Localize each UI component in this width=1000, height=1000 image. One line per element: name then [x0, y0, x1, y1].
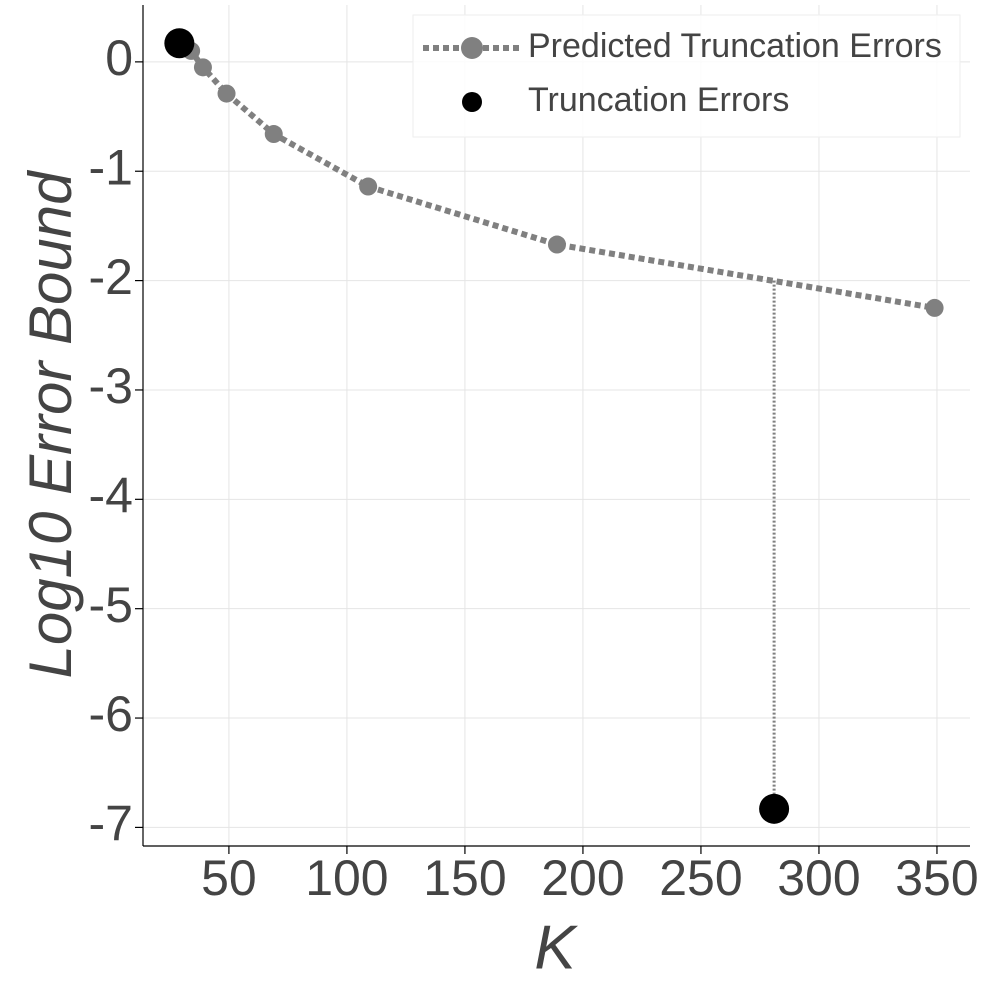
y-tick-label: -6: [89, 686, 133, 742]
x-tick-label: 150: [423, 850, 506, 906]
x-axis-label: K: [534, 913, 578, 982]
x-tick-label: 250: [659, 850, 742, 906]
y-tick-label: -2: [89, 249, 133, 305]
point: [547, 235, 566, 254]
y-tick-label: -4: [89, 468, 133, 524]
y-tick-label: -3: [89, 358, 133, 414]
y-tick-label: -5: [89, 577, 133, 633]
y-axis-label: Log10 Error Bound: [17, 170, 84, 679]
legend-marker: [461, 37, 483, 59]
point: [217, 84, 236, 103]
x-tick-label: 50: [201, 850, 257, 906]
x-tick-label: 100: [305, 850, 388, 906]
x-tick-label: 200: [541, 850, 624, 906]
point: [759, 793, 790, 824]
y-tick-label: 0: [105, 30, 133, 86]
y-tick-label: -1: [89, 139, 133, 195]
legend: Predicted Truncation Errors Truncation Er…: [412, 14, 961, 138]
point: [164, 28, 195, 59]
point: [193, 58, 212, 77]
legend-label: Predicted Truncation Errors: [528, 27, 942, 65]
x-tick-label: 300: [777, 850, 860, 906]
legend-box: [412, 14, 961, 138]
series-line: [177, 40, 936, 311]
point: [359, 177, 378, 196]
point: [264, 125, 283, 144]
legend-marker: [462, 92, 482, 112]
point: [925, 298, 944, 317]
legend-label: Truncation Errors: [528, 81, 789, 119]
x-tick-label: 350: [895, 850, 978, 906]
y-tick-label: -7: [89, 796, 133, 852]
